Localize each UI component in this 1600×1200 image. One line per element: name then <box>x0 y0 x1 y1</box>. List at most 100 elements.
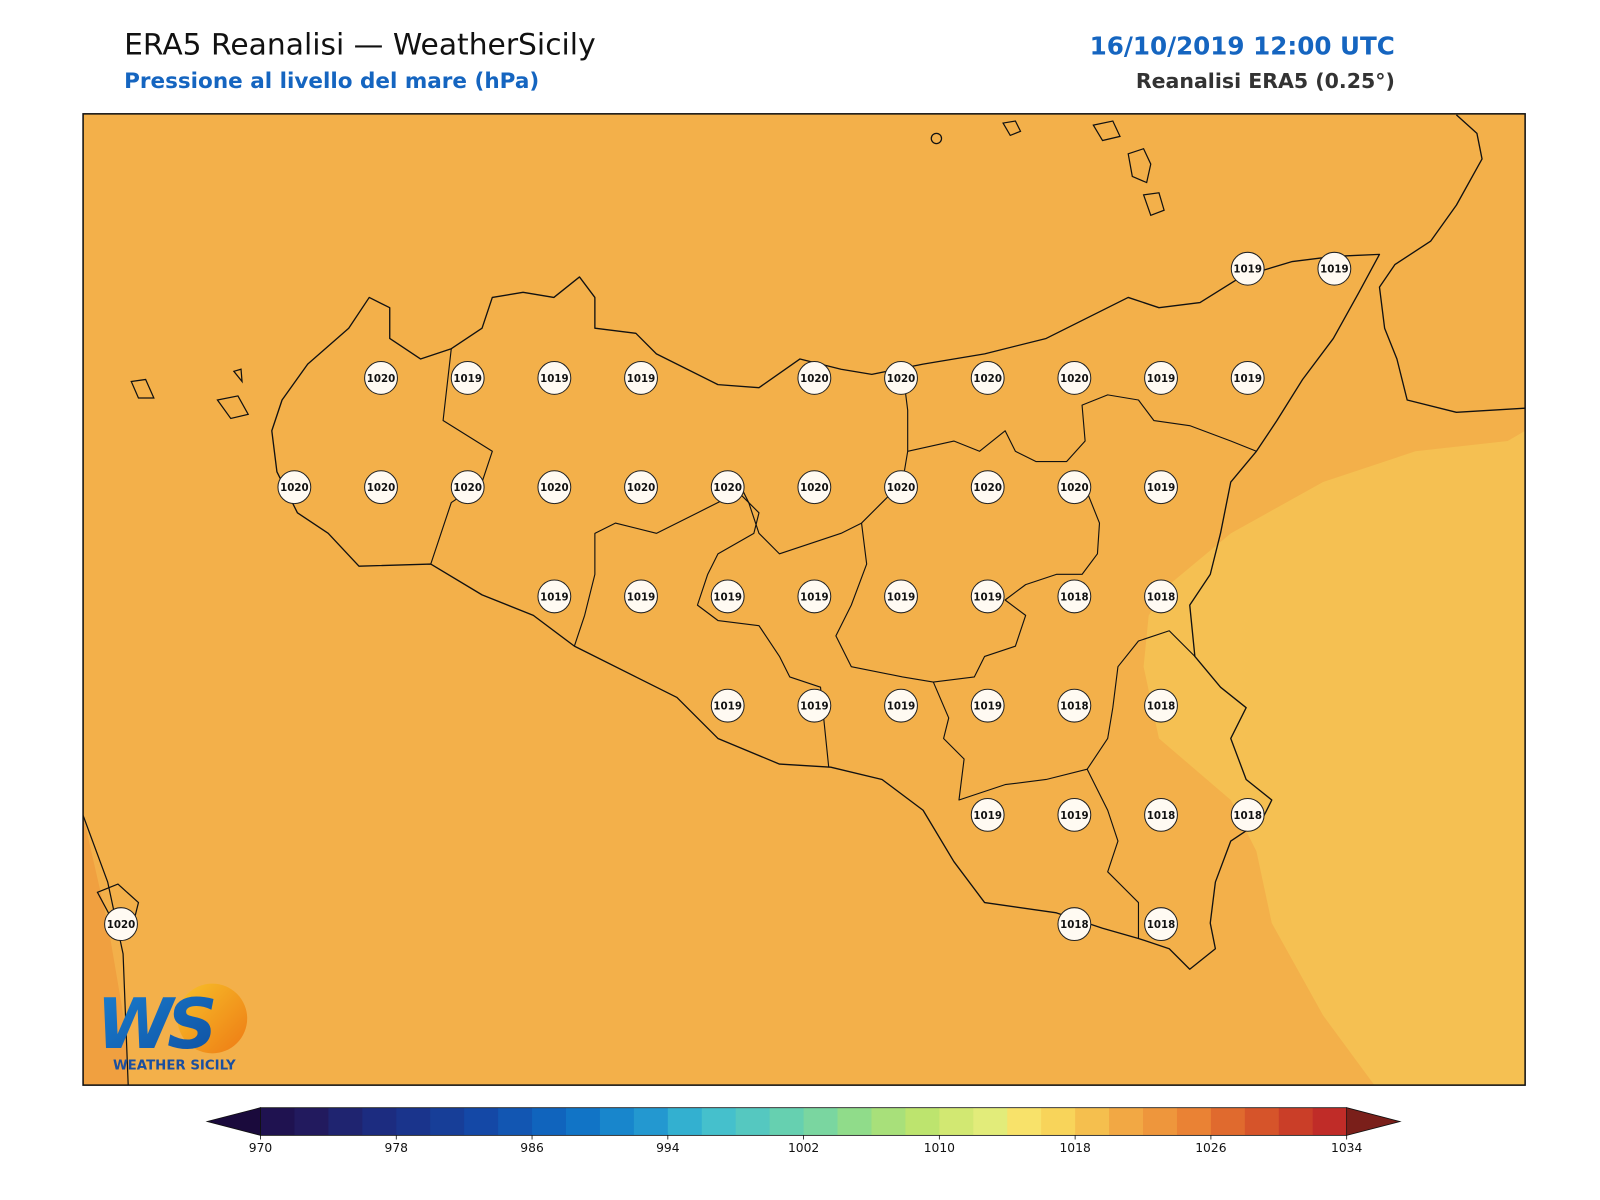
colorbar-tick-label: 1026 <box>1195 1141 1226 1155</box>
station-pressure: 1020 <box>280 482 309 494</box>
station-pressure: 1018 <box>1147 701 1176 713</box>
station-marker <box>537 470 572 505</box>
province-border <box>835 492 1101 683</box>
station-marker <box>1057 797 1092 832</box>
colorbar-tick-label: 1010 <box>924 1141 955 1155</box>
station-marker <box>710 579 745 614</box>
colorbar-segment <box>701 1107 737 1136</box>
station-pressure: 1019 <box>627 591 656 603</box>
station-pressure: 1019 <box>540 373 569 385</box>
colorbar-under <box>205 1107 261 1136</box>
colorbar-segment <box>803 1107 839 1136</box>
logo-initials: WS <box>96 984 214 1065</box>
station-pressure: 1019 <box>887 701 916 713</box>
station-marker <box>797 688 832 723</box>
province-border <box>932 630 1196 801</box>
station-marker <box>450 470 485 505</box>
station-pressure: 1019 <box>453 373 482 385</box>
station-marker <box>1144 470 1178 505</box>
pressure-field-low <box>83 815 129 1086</box>
subtitle: Pressione al livello del mare (hPa) <box>124 69 539 94</box>
station-marker <box>1230 797 1265 832</box>
colorbar-segment <box>599 1107 635 1136</box>
station-marker <box>364 361 398 395</box>
station-pressure: 1019 <box>973 701 1002 713</box>
colorbar-segment <box>294 1107 329 1136</box>
station-pressure: 1018 <box>1060 919 1089 931</box>
station-pressure: 1020 <box>887 373 916 385</box>
colorbar-segment <box>1176 1107 1212 1136</box>
station-marker <box>970 688 1005 723</box>
station-marker <box>797 470 832 505</box>
station-marker <box>450 361 485 395</box>
colorbar-segment <box>973 1107 1008 1136</box>
map-frame <box>82 113 1526 1086</box>
station-marker <box>1057 907 1092 942</box>
station-pressure: 1020 <box>1060 482 1089 494</box>
logo-sun <box>177 983 248 1054</box>
station-marker <box>970 470 1005 505</box>
station-pressure: 1020 <box>713 482 742 494</box>
station-marker <box>1057 470 1092 505</box>
station-pressure: 1019 <box>1060 810 1089 822</box>
station-pressure: 1019 <box>1320 264 1349 276</box>
colorbar-tick-label: 970 <box>249 1141 272 1155</box>
station-marker <box>1057 579 1092 614</box>
datetime: 16/10/2019 12:00 UTC <box>1090 31 1395 60</box>
station-marker <box>1317 251 1352 286</box>
colorbar-segment <box>1007 1107 1042 1136</box>
colorbar-segment <box>633 1107 669 1136</box>
station-marker <box>710 688 745 723</box>
colorbar-tick-label: 978 <box>385 1141 408 1155</box>
station-pressure: 1019 <box>887 591 916 603</box>
colorbar-segment <box>1210 1107 1246 1136</box>
station-marker <box>277 470 312 505</box>
station-marker <box>884 361 918 395</box>
station-marker <box>970 361 1005 395</box>
colorbar-segment <box>1109 1107 1144 1136</box>
province-border <box>907 394 1257 463</box>
station-marker <box>1144 579 1178 614</box>
station-pressure: 1019 <box>1147 373 1176 385</box>
station-pressure: 1020 <box>973 373 1002 385</box>
colorbar-segment <box>1244 1107 1280 1136</box>
colorbar-tick-label: 986 <box>520 1141 544 1155</box>
station-pressure: 1019 <box>800 701 829 713</box>
station-pressure: 1019 <box>973 591 1002 603</box>
station-pressure: 1020 <box>367 373 396 385</box>
colorbar-tick-label: 1018 <box>1059 1141 1090 1155</box>
station-pressure: 1020 <box>627 482 656 494</box>
colorbar-over <box>1346 1107 1402 1136</box>
station-pressure: 1020 <box>1060 373 1089 385</box>
station-pressure: 1019 <box>713 591 742 603</box>
station-pressure: 1019 <box>627 373 656 385</box>
colorbar-segment <box>430 1107 465 1136</box>
station-marker <box>624 470 658 505</box>
colorbar: 970 978 986 994 1002 1010 1018 1026 1034 <box>205 1107 1402 1155</box>
station-pressure: 1019 <box>800 591 829 603</box>
station-marker <box>1057 361 1092 395</box>
province-border <box>737 369 909 555</box>
station-pressure: 1018 <box>1233 810 1262 822</box>
station-marker <box>1144 688 1178 723</box>
station-marker <box>1057 688 1092 723</box>
station-pressure: 1020 <box>973 482 1002 494</box>
colorbar-segment <box>769 1107 805 1136</box>
colorbar-segment <box>1041 1107 1076 1136</box>
colorbar-tick-label: 994 <box>656 1141 680 1155</box>
station-marker <box>1230 251 1265 286</box>
colorbar-segment <box>1312 1107 1348 1136</box>
colorbar-tick-label: 1002 <box>788 1141 819 1155</box>
colorbar-segment <box>396 1107 431 1136</box>
station-marker <box>970 579 1005 614</box>
station-pressure: 1020 <box>540 482 569 494</box>
station-pressure: 1019 <box>1147 482 1176 494</box>
station-marker <box>537 361 572 395</box>
source: Reanalisi ERA5 (0.25°) <box>1136 69 1395 93</box>
map-area <box>83 113 1526 1086</box>
station-marker <box>624 361 658 395</box>
station-pressure: 1018 <box>1060 701 1089 713</box>
colorbar-segment <box>735 1107 771 1136</box>
